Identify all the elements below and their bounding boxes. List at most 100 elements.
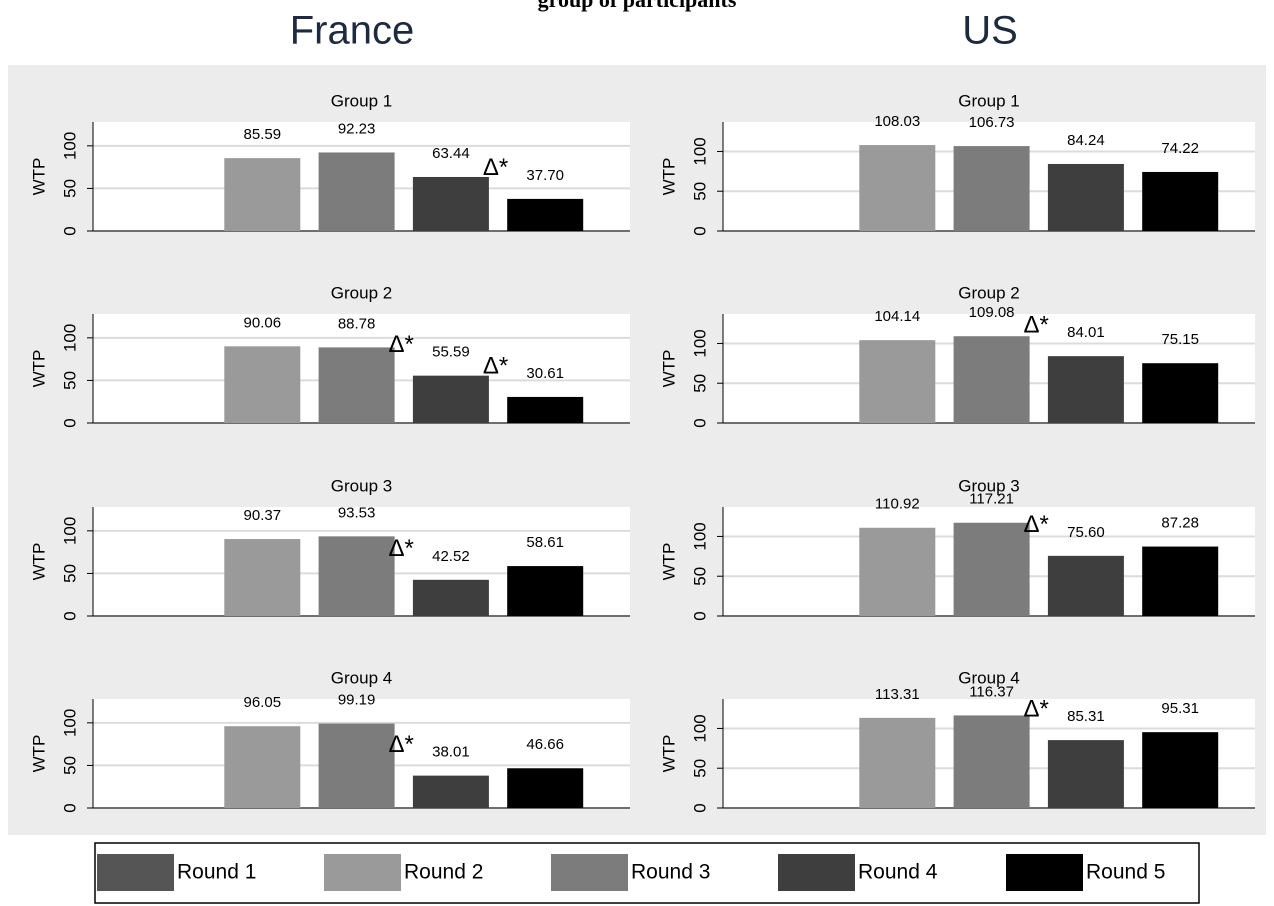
bar bbox=[1047, 740, 1124, 808]
y-tick-label: 50 bbox=[690, 567, 709, 586]
value-label: 96.05 bbox=[244, 694, 282, 711]
bar bbox=[507, 198, 584, 231]
bar bbox=[1047, 163, 1124, 231]
y-tick-label: 100 bbox=[60, 517, 79, 545]
bar bbox=[507, 566, 584, 616]
y-axis-label: WTP bbox=[29, 543, 48, 581]
bar bbox=[224, 346, 301, 423]
bar bbox=[953, 715, 1030, 808]
panel-title: Group 1 bbox=[958, 91, 1019, 110]
bar bbox=[953, 336, 1030, 423]
bar bbox=[318, 152, 395, 231]
value-label: 116.37 bbox=[969, 683, 1014, 700]
value-label: 110.92 bbox=[875, 496, 920, 513]
y-tick-label: 0 bbox=[690, 418, 709, 427]
legend-swatch bbox=[97, 854, 174, 891]
value-label: 88.78 bbox=[338, 315, 376, 332]
bar bbox=[1047, 356, 1124, 423]
legend-swatch bbox=[1006, 854, 1083, 891]
value-label: 113.31 bbox=[875, 686, 920, 703]
bar bbox=[1142, 171, 1219, 231]
value-label: 99.19 bbox=[338, 692, 376, 709]
y-tick-label: 100 bbox=[690, 137, 709, 165]
y-tick-label: 0 bbox=[690, 803, 709, 812]
value-label: 75.60 bbox=[1067, 524, 1105, 541]
bar bbox=[1142, 363, 1219, 423]
y-tick-label: 50 bbox=[690, 759, 709, 778]
value-label: 84.01 bbox=[1067, 324, 1105, 341]
bar bbox=[953, 522, 1030, 616]
y-tick-label: 0 bbox=[60, 418, 79, 427]
value-label: 109.08 bbox=[969, 304, 1015, 321]
value-label: 84.24 bbox=[1067, 132, 1105, 149]
y-tick-label: 0 bbox=[690, 226, 709, 235]
panel-title: Group 4 bbox=[958, 668, 1019, 687]
value-label: 85.59 bbox=[244, 126, 282, 143]
value-label: 93.53 bbox=[338, 504, 376, 521]
value-label: 75.15 bbox=[1161, 331, 1199, 348]
value-label: 63.44 bbox=[432, 145, 470, 162]
bar bbox=[224, 726, 301, 808]
legend-swatch bbox=[778, 854, 855, 891]
legend-label: Round 2 bbox=[404, 861, 483, 884]
bar bbox=[412, 579, 489, 616]
legend-swatch bbox=[551, 854, 628, 891]
value-label: 106.73 bbox=[969, 114, 1015, 131]
y-axis-label: WTP bbox=[659, 543, 678, 581]
value-label: 42.52 bbox=[432, 548, 470, 565]
value-label: 104.14 bbox=[874, 308, 920, 325]
value-label: 46.66 bbox=[526, 736, 564, 753]
significance-marker: Δ* bbox=[1024, 312, 1049, 339]
significance-marker: Δ* bbox=[483, 352, 508, 379]
significance-marker: Δ* bbox=[389, 731, 414, 758]
y-tick-label: 100 bbox=[60, 132, 79, 160]
bar bbox=[1142, 732, 1219, 808]
y-tick-label: 100 bbox=[60, 709, 79, 737]
y-tick-label: 50 bbox=[690, 182, 709, 201]
panel-title: Group 2 bbox=[958, 283, 1019, 302]
bar bbox=[859, 340, 936, 423]
y-tick-label: 100 bbox=[690, 714, 709, 742]
column-header: France bbox=[290, 9, 415, 53]
value-label: 108.03 bbox=[874, 113, 920, 130]
y-axis-label: WTP bbox=[659, 350, 678, 388]
panel-title: Group 2 bbox=[331, 283, 392, 302]
y-tick-label: 50 bbox=[60, 756, 79, 775]
bar bbox=[507, 396, 584, 423]
value-label: 58.61 bbox=[526, 534, 564, 551]
legend-label: Round 3 bbox=[631, 861, 710, 884]
significance-marker: Δ* bbox=[483, 154, 508, 181]
value-label: 38.01 bbox=[432, 744, 470, 761]
bar bbox=[224, 539, 301, 616]
bar bbox=[859, 527, 936, 616]
legend-label: Round 1 bbox=[177, 861, 256, 884]
bar bbox=[412, 176, 489, 231]
y-tick-label: 0 bbox=[690, 611, 709, 620]
panel-title: Group 3 bbox=[331, 476, 392, 495]
y-tick-label: 50 bbox=[60, 371, 79, 390]
significance-marker: Δ* bbox=[1024, 695, 1049, 722]
y-tick-label: 100 bbox=[690, 522, 709, 550]
panel-title: Group 3 bbox=[958, 476, 1019, 495]
value-label: 92.23 bbox=[338, 120, 376, 137]
y-tick-label: 0 bbox=[60, 803, 79, 812]
significance-marker: Δ* bbox=[389, 331, 414, 358]
y-tick-label: 100 bbox=[690, 329, 709, 357]
y-axis-label: WTP bbox=[659, 735, 678, 773]
y-tick-label: 50 bbox=[60, 564, 79, 583]
legend-label: Round 4 bbox=[858, 861, 938, 884]
y-axis-label: WTP bbox=[29, 158, 48, 196]
caption: group of participants bbox=[538, 0, 737, 12]
panel-title: Group 1 bbox=[331, 91, 392, 110]
bar bbox=[318, 347, 395, 423]
value-label: 90.06 bbox=[244, 314, 282, 331]
value-label: 55.59 bbox=[432, 344, 470, 361]
bar bbox=[507, 768, 584, 808]
value-label: 90.37 bbox=[244, 507, 282, 524]
value-label: 87.28 bbox=[1161, 515, 1199, 532]
value-label: 74.22 bbox=[1161, 140, 1199, 157]
y-tick-label: 0 bbox=[60, 226, 79, 235]
significance-marker: Δ* bbox=[1024, 511, 1049, 538]
bar bbox=[412, 775, 489, 808]
